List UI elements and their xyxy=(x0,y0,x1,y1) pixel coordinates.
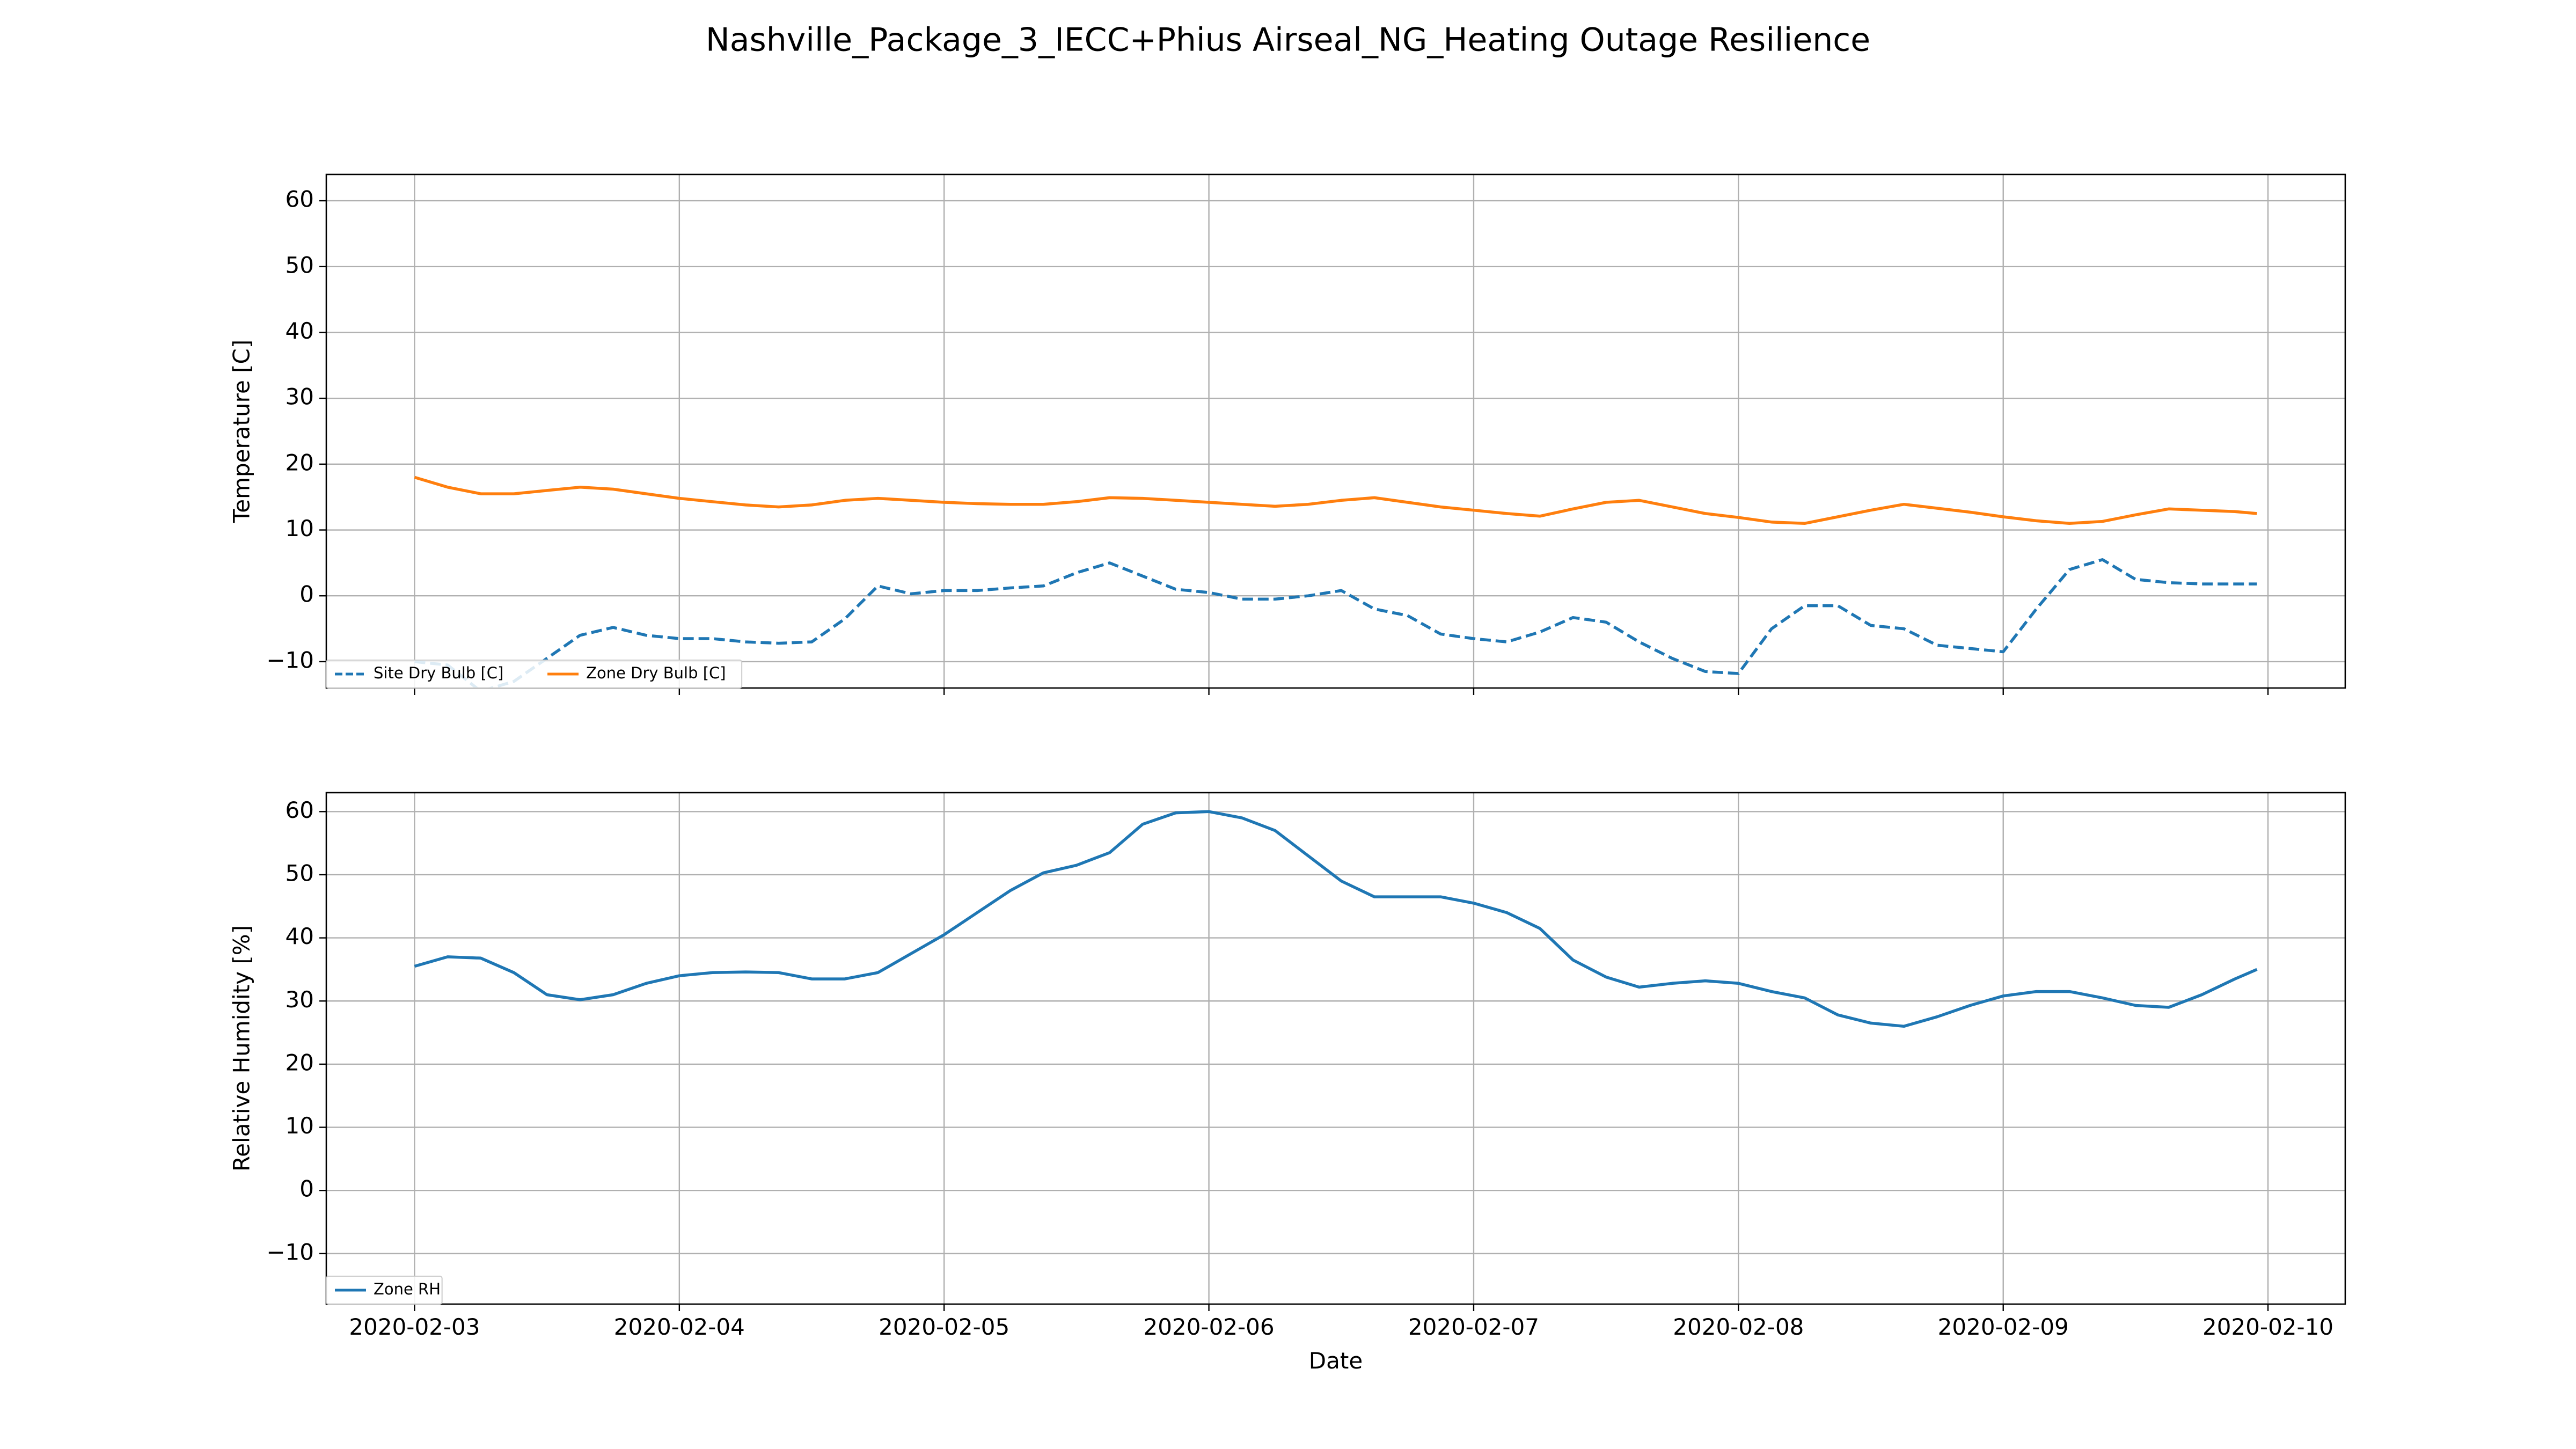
y-tick-label: 10 xyxy=(286,1113,314,1139)
y-tick-label: 40 xyxy=(286,923,314,949)
y-axis-label: Temperature [C] xyxy=(229,340,255,524)
y-tick-label: 20 xyxy=(286,1049,314,1075)
legend: Zone RH xyxy=(326,1276,443,1305)
y-tick-label: −10 xyxy=(266,1239,314,1265)
temperature-subplot: −10 0 10 20 30 40 50 60 Temperature [C] Site Dry … xyxy=(229,173,2346,695)
y-tick-label: 50 xyxy=(286,252,314,278)
axes-frame xyxy=(325,792,2346,1305)
legend: Site Dry Bulb [C] Zone Dry Bulb [C] xyxy=(326,660,743,689)
y-tick-label: 40 xyxy=(286,318,314,344)
x-tick-label: 2020-02-05 xyxy=(879,1314,1009,1340)
x-tick-label: 2020-02-08 xyxy=(1673,1314,1804,1340)
y-tick-label: 0 xyxy=(299,1176,314,1202)
y-tick-label: 30 xyxy=(286,986,314,1013)
x-tick-label: 2020-02-03 xyxy=(349,1314,480,1340)
y-tick-label: −10 xyxy=(266,647,314,673)
x-axis-label: Date xyxy=(1309,1348,1363,1374)
y-tick-label: 30 xyxy=(286,384,314,410)
legend-label-zone-dry-bulb-c: Zone Dry Bulb [C] xyxy=(586,664,726,682)
y-axis-label: Relative Humidity [%] xyxy=(229,925,255,1172)
series-line-site-dry-bulb-c xyxy=(414,558,2257,688)
series-line-zone-dry-bulb-c xyxy=(414,475,2257,525)
x-tick-label: 2020-02-06 xyxy=(1144,1314,1275,1340)
humidity-subplot: −10 0 10 20 30 40 50 60 2020-02-03 2020-02-04 2020… xyxy=(229,792,2346,1374)
y-tick-label: 50 xyxy=(286,860,314,886)
legend-label-zone-rh: Zone RH xyxy=(374,1280,441,1298)
x-tick-label: 2020-02-09 xyxy=(1938,1314,2069,1340)
x-tick-label: 2020-02-07 xyxy=(1408,1314,1539,1340)
y-tick-label: 60 xyxy=(286,797,314,823)
axes-frame xyxy=(325,173,2346,689)
series-line-zone-rh xyxy=(414,810,2258,1028)
y-tick-label: 20 xyxy=(286,449,314,475)
legend-label-site-dry-bulb-c: Site Dry Bulb [C] xyxy=(374,664,503,682)
x-tick-label: 2020-02-04 xyxy=(614,1314,745,1340)
y-tick-label: 60 xyxy=(286,186,314,213)
y-tick-label: 0 xyxy=(299,581,314,608)
legend-box xyxy=(326,1276,443,1305)
y-tick-label: 10 xyxy=(286,515,314,541)
figure-title: Nashville_Package_3_IECC+Phius Airseal_N… xyxy=(706,21,1870,59)
legend-box xyxy=(326,660,743,689)
x-tick-label: 2020-02-10 xyxy=(2202,1314,2333,1340)
